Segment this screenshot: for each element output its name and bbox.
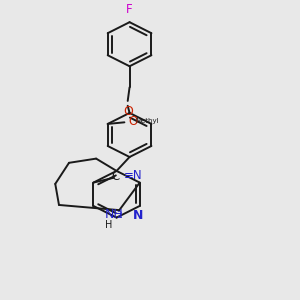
Text: N: N: [133, 208, 143, 221]
Text: C: C: [112, 170, 120, 183]
Text: O: O: [123, 105, 133, 118]
Text: Methyl: Methyl: [136, 118, 159, 124]
Text: NH: NH: [104, 208, 123, 220]
Text: ≡N: ≡N: [124, 169, 142, 182]
Text: O: O: [129, 115, 138, 128]
Text: 2: 2: [117, 211, 122, 220]
Text: F: F: [126, 3, 133, 16]
Text: H: H: [105, 220, 112, 230]
